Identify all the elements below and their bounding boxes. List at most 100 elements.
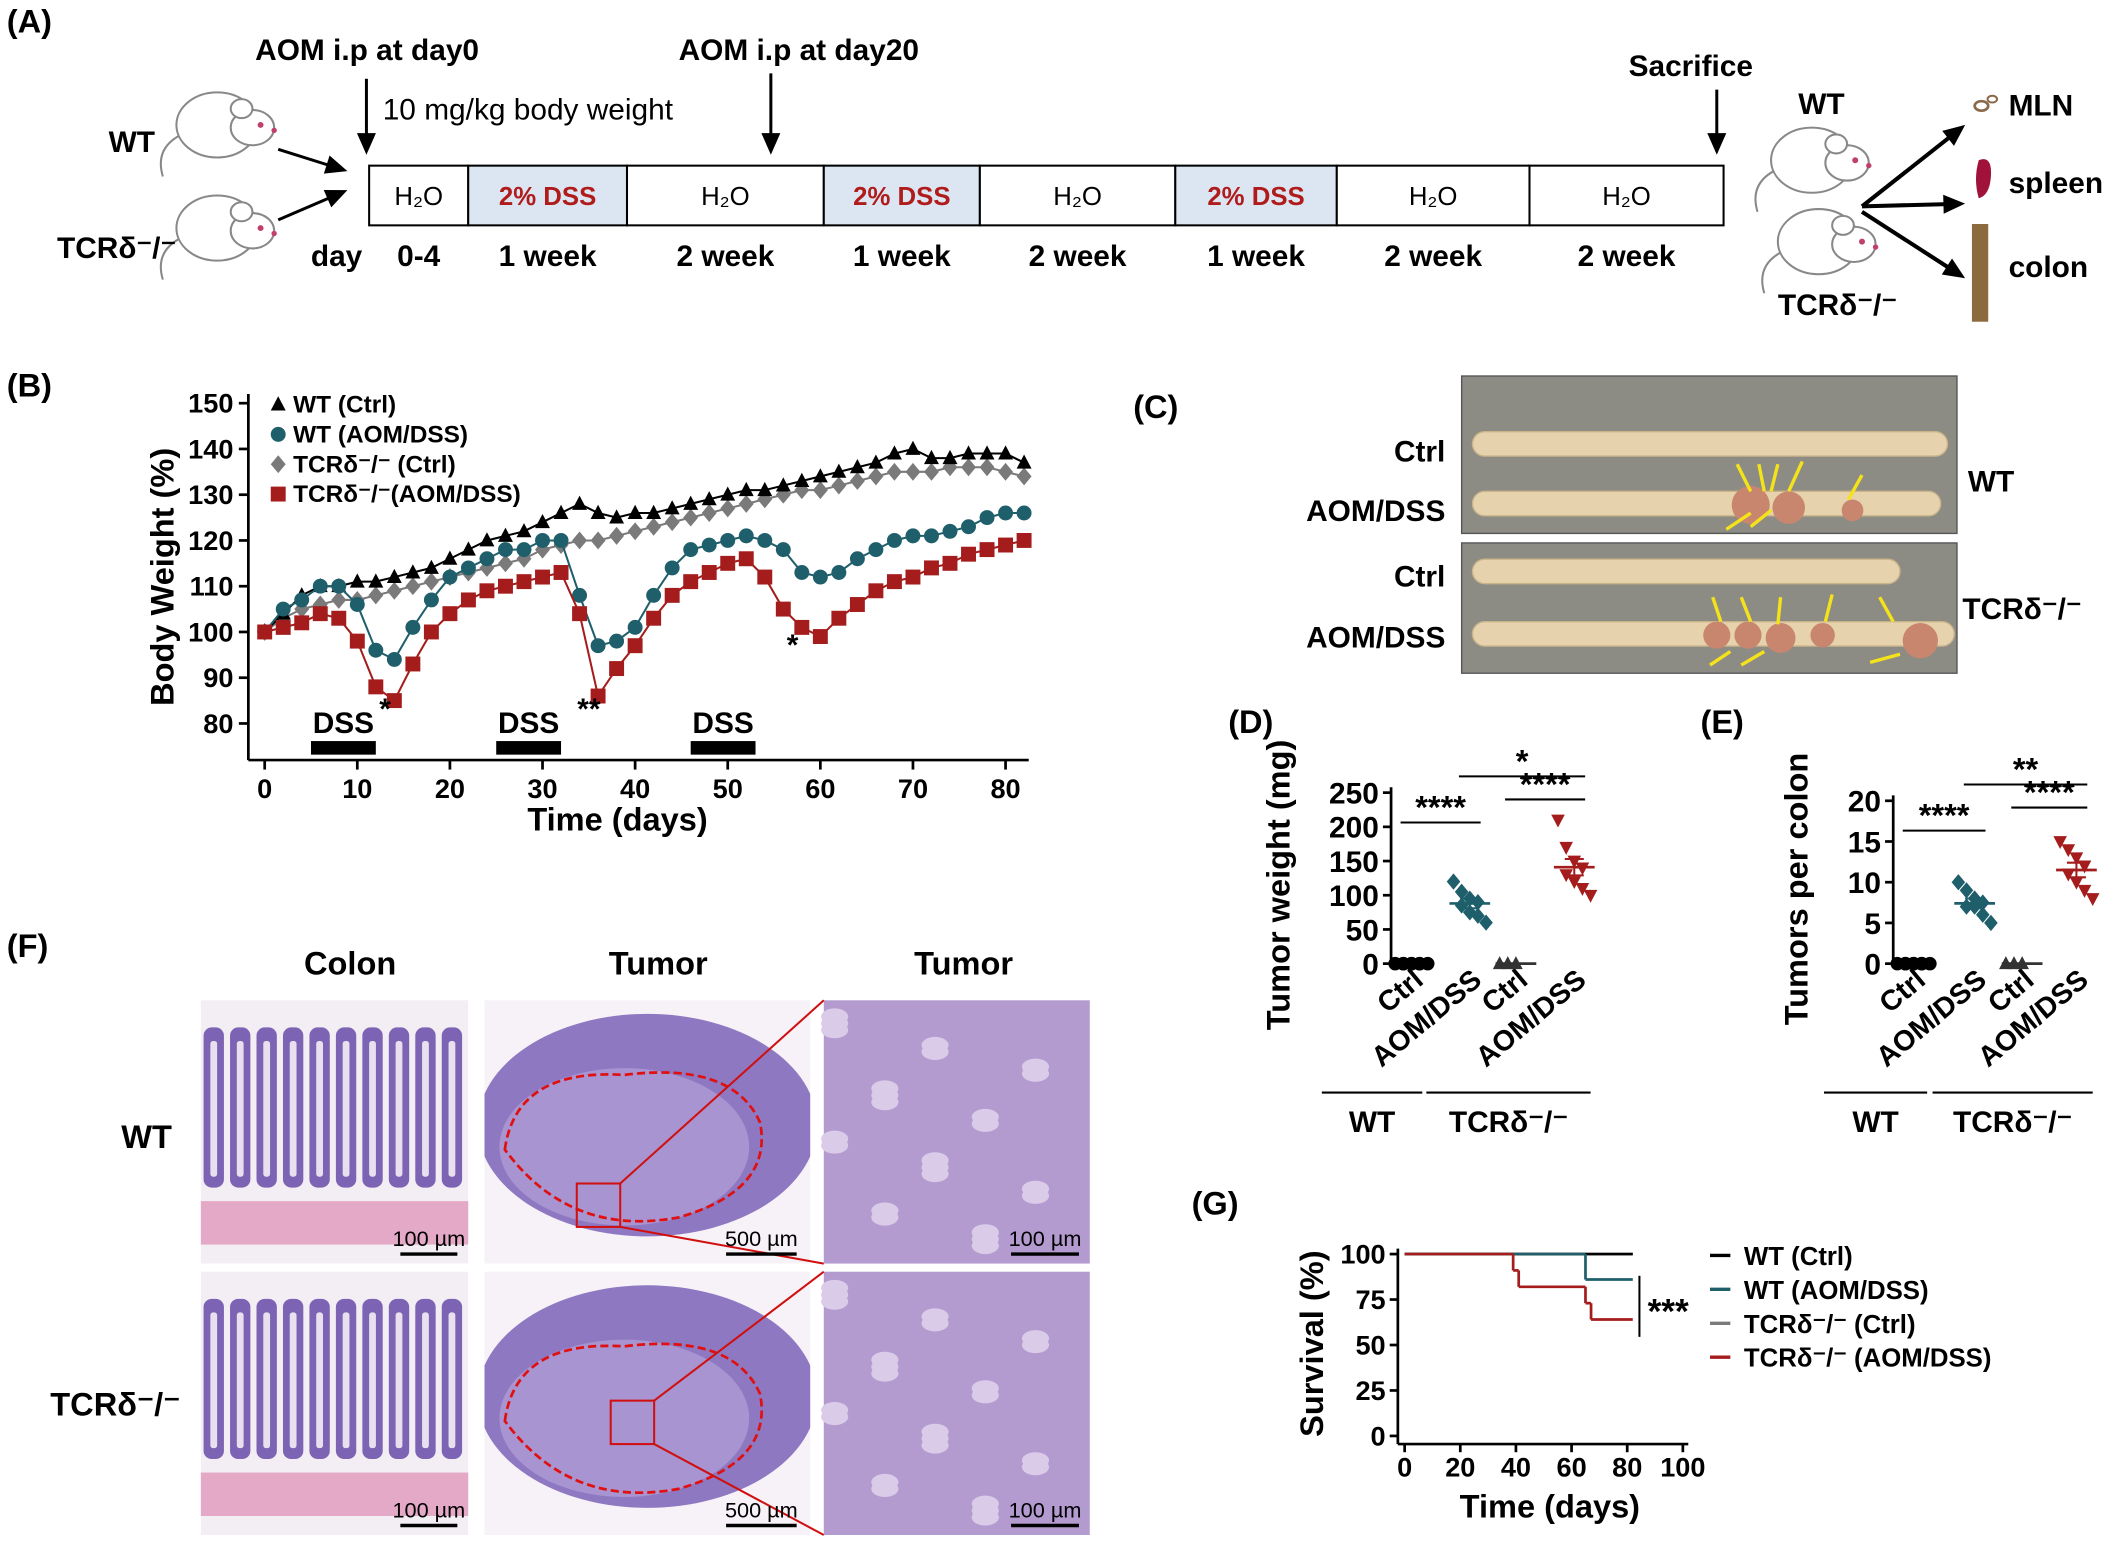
- data-point: [924, 528, 939, 544]
- label: 2 week: [1384, 240, 1482, 273]
- data-point: [775, 601, 791, 617]
- data-point: [405, 564, 421, 579]
- data-point: [868, 454, 884, 469]
- crypt-lumen: [422, 1312, 429, 1449]
- y-tick-label: 130: [188, 479, 233, 510]
- legend-label: WT (Ctrl): [1744, 1243, 1853, 1271]
- x-tick-label: AOM/DSS: [1365, 963, 1487, 1073]
- label: H₂O: [394, 183, 443, 211]
- data-point: [386, 568, 402, 584]
- gland: [871, 1480, 899, 1497]
- data-point: [868, 583, 884, 599]
- gland: [921, 1043, 949, 1060]
- data-point: [479, 583, 495, 599]
- data-point: [553, 532, 569, 548]
- data-point: [535, 513, 550, 529]
- row-label: WT: [121, 1119, 172, 1155]
- y-tick-label: 150: [1329, 846, 1379, 879]
- data-point: [1567, 876, 1582, 890]
- group-label: TCRδ⁻/⁻: [1449, 1106, 1568, 1139]
- label: H₂O: [1409, 183, 1458, 211]
- column-header: Colon: [304, 946, 396, 982]
- photo-arrow: [1823, 594, 1834, 623]
- data-point: [886, 532, 902, 548]
- tumor: [1731, 485, 1770, 524]
- scale-label: 100 µm: [392, 1497, 465, 1522]
- data-point: [331, 590, 347, 609]
- data-point: [812, 468, 828, 483]
- data-point: [609, 633, 625, 649]
- gland: [971, 1387, 999, 1404]
- y-tick-label: 0: [1371, 1420, 1386, 1451]
- panel-label: (A): [7, 4, 52, 40]
- y-tick-label: 110: [190, 571, 234, 602]
- significance: *: [379, 693, 391, 726]
- data-point: [312, 606, 328, 622]
- data-point: [627, 638, 643, 654]
- data-point: [627, 504, 643, 519]
- histology-image: [823, 1271, 1090, 1535]
- data-point: [2061, 868, 2076, 882]
- zoom-line: [653, 1270, 825, 1402]
- data-point: [590, 688, 606, 704]
- data-point: [405, 577, 421, 596]
- tumor: [1703, 621, 1731, 649]
- tumor-outline: [503, 1342, 763, 1495]
- legend-label: WT (Ctrl): [293, 392, 396, 419]
- y-tick-label: 5: [1864, 908, 1881, 941]
- label: TCRδ⁻/⁻: [1962, 593, 2081, 626]
- data-point: [924, 449, 939, 465]
- significance: ****: [1415, 789, 1466, 825]
- timeline-segment: [625, 164, 825, 227]
- mouse-ear: [1831, 214, 1855, 236]
- gland: [1021, 1065, 1050, 1082]
- significance: *: [1516, 743, 1529, 779]
- data-point: [553, 565, 569, 580]
- data-point: [442, 550, 458, 565]
- x-tick-label: 50: [713, 773, 743, 804]
- dss-bar: [310, 741, 376, 755]
- label: 1 week: [853, 240, 951, 273]
- legend-label: TCRδ⁻/⁻ (Ctrl): [293, 451, 456, 478]
- data-point: [1016, 467, 1032, 486]
- data-point: [979, 445, 995, 460]
- crypt-lumen: [210, 1041, 218, 1177]
- data-point: [924, 462, 939, 481]
- data-point: [886, 445, 902, 460]
- crypt-lumen: [369, 1312, 376, 1449]
- data-point: [479, 551, 495, 567]
- y-tick-label: 150: [188, 388, 233, 419]
- x-axis-title: Time (days): [527, 802, 707, 838]
- legend-label: TCRδ⁻/⁻ (AOM/DSS): [1744, 1345, 1992, 1373]
- timeline-segment: [1174, 164, 1338, 227]
- data-point: [609, 661, 625, 677]
- data-point: [831, 610, 847, 626]
- x-tick-label: AOM/DSS: [1470, 963, 1592, 1073]
- data-point: [812, 569, 828, 585]
- crypt-lumen: [263, 1312, 271, 1449]
- column-header: Tumor: [609, 946, 708, 982]
- crypt-lumen: [316, 1041, 323, 1177]
- data-point: [590, 531, 606, 550]
- timeline-segment: [978, 164, 1177, 227]
- data-point: [979, 542, 995, 558]
- data-point: [720, 555, 736, 571]
- dss-bar: [496, 741, 562, 755]
- panel-label: (F): [7, 928, 49, 964]
- data-point: [349, 633, 365, 649]
- significance: **: [577, 693, 601, 726]
- data-point: [886, 462, 902, 481]
- photo-arrow: [1725, 511, 1752, 531]
- data-point: [423, 624, 439, 640]
- gland: [971, 1237, 999, 1255]
- gland: [821, 1137, 849, 1154]
- photo-arrow: [1757, 463, 1766, 492]
- data-point: [2069, 876, 2084, 890]
- data-point: [738, 481, 754, 497]
- data-point: [812, 481, 828, 500]
- y-tick-label: 50: [1346, 914, 1379, 947]
- column-header: Tumor: [914, 946, 1013, 982]
- data-point: [812, 629, 828, 645]
- data-point: [1016, 505, 1032, 521]
- data-point: [646, 517, 662, 536]
